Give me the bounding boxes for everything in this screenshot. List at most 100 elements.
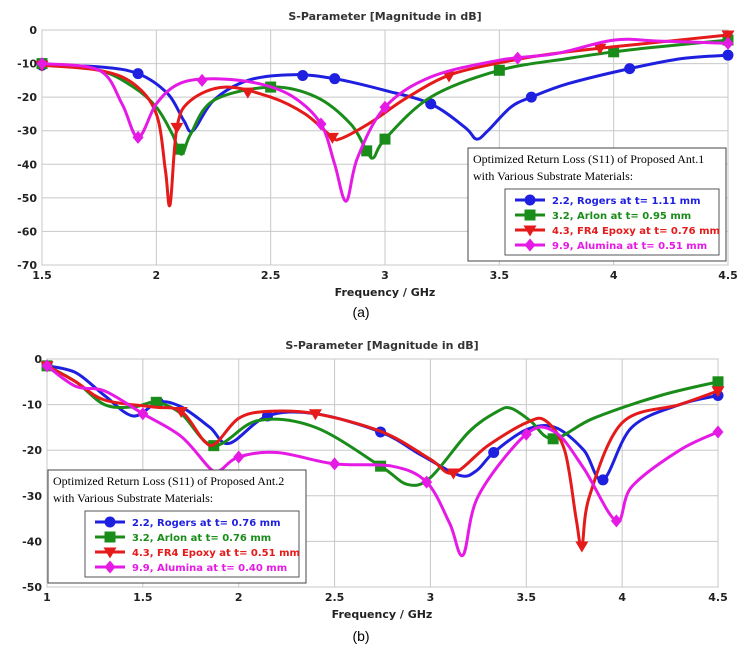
series-marker-2-2-rogers-at-t-0-76-mm [597,474,609,486]
chart-a-legend: Optimized Return Loss (S11) of Proposed … [467,147,727,262]
legend-marker-4-3-fr4-epoxy-at-t-0-51-mm [103,547,117,559]
series-marker-2-2-rogers-at-t-1-11-mm [329,73,341,85]
y-tick-label: -50 [22,581,42,594]
series-marker-4-3-fr4-epoxy-at-t-0-51-mm [711,386,725,398]
series-marker-9-9-alumina-at-t-0-51-mm [315,117,327,131]
series-line-2-2-rogers-at-t-1-11-mm [41,53,729,141]
chart-b-caption: (b) [352,628,369,644]
legend-entry-3-2-arlon-at-t-0-95-mm: 3.2, Arlon at t= 0.95 mm [552,211,691,222]
y-tick-label: -60 [17,225,37,238]
y-tick-label: -70 [17,259,37,272]
x-tick-label: 3 [381,269,389,282]
x-tick-label: 2.5 [261,269,281,282]
chart-a-series [35,30,735,208]
y-tick-label: -40 [22,535,42,548]
x-tick-label: 1.5 [133,591,153,604]
y-tick-label: -30 [22,490,42,503]
y-tick-label: -20 [22,444,42,457]
series-marker-9-9-alumina-at-t-0-40-mm [329,457,341,471]
legend-marker-9-9-alumina-at-t-0-51-mm [524,238,536,252]
series-marker-9-9-alumina-at-t-0-51-mm [36,57,48,71]
x-tick-label: 4 [618,591,626,604]
series-marker-9-9-alumina-at-t-0-51-mm [722,36,734,50]
legend-marker-2-2-rogers-at-t-0-76-mm [104,516,116,528]
series-marker-3-2-arlon-at-t-0-95-mm [361,145,373,157]
series-marker-9-9-alumina-at-t-0-40-mm [520,427,532,441]
series-marker-3-2-arlon-at-t-0-95-mm [379,133,391,145]
series-marker-4-3-fr4-epoxy-at-t-0-76-mm [170,122,184,134]
x-tick-label: 2 [153,269,161,282]
legend-marker-3-2-arlon-at-t-0-76-mm [104,531,116,543]
x-tick-label: 3.5 [490,269,510,282]
series-marker-9-9-alumina-at-t-0-40-mm [610,514,622,528]
x-tick-label: 4.5 [718,269,738,282]
y-tick-label: -10 [17,58,37,71]
series-marker-9-9-alumina-at-t-0-51-mm [132,130,144,144]
y-tick-label: -30 [17,125,37,138]
series-marker-4-3-fr4-epoxy-at-t-0-76-mm [442,71,456,83]
x-tick-label: 1.5 [32,269,52,282]
series-marker-2-2-rogers-at-t-1-11-mm [525,91,537,103]
series-marker-4-3-fr4-epoxy-at-t-0-76-mm [325,132,339,144]
series-marker-3-2-arlon-at-t-0-95-mm [608,46,620,58]
legend-marker-2-2-rogers-at-t-1-11-mm [524,194,536,206]
series-marker-9-9-alumina-at-t-0-40-mm [421,475,433,489]
x-tick-label: 4 [610,269,618,282]
chart-a-legend-title-line-1: Optimized Return Loss (S11) of Proposed … [473,152,704,166]
y-tick-label: 0 [29,24,37,37]
series-marker-9-9-alumina-at-t-0-51-mm [512,51,524,65]
y-tick-label: -10 [22,399,42,412]
chart-a-xlabel: Frequency / GHz [335,286,436,299]
chart-b-series [40,359,725,558]
legend-marker-3-2-arlon-at-t-0-95-mm [524,209,536,221]
series-line-3-2-arlon-at-t-0-95-mm [41,38,729,160]
y-tick-label: -50 [17,192,37,205]
series-marker-4-3-fr4-epoxy-at-t-0-76-mm [721,30,735,42]
series-marker-9-9-alumina-at-t-0-51-mm [379,100,391,114]
legend-entry-4-3-fr4-epoxy-at-t-0-51-mm: 4.3, FR4 Epoxy at t= 0.51 mm [132,548,300,559]
chart-b-xlabel: Frequency / GHz [332,608,433,621]
legend-marker-9-9-alumina-at-t-0-40-mm [104,560,116,574]
chart-b-legend-title-line-1: Optimized Return Loss (S11) of Proposed … [53,474,284,488]
chart-a-caption: (a) [352,304,369,320]
chart-a-legend-entries: 2.2, Rogers at t= 1.11 mm 3.2, Arlon at t… [515,194,720,252]
chart-a-legend-title-line-2: with Various Substrate Materials: [473,169,633,183]
y-tick-label: 0 [34,353,42,366]
series-marker-3-2-arlon-at-t-0-76-mm [712,376,724,388]
series-marker-4-3-fr4-epoxy-at-t-0-51-mm [575,541,589,553]
series-marker-3-2-arlon-at-t-0-76-mm [150,396,162,408]
series-marker-2-2-rogers-at-t-1-11-mm [722,49,734,61]
series-marker-4-3-fr4-epoxy-at-t-0-51-mm [308,409,322,421]
series-marker-2-2-rogers-at-t-1-11-mm [624,63,636,75]
series-line-9-9-alumina-at-t-0-40-mm [46,364,719,558]
chart-b-legend: Optimized Return Loss (S11) of Proposed … [47,469,307,584]
series-marker-4-3-fr4-epoxy-at-t-0-76-mm [241,87,255,99]
chart-b: S-Parameter [Magnitude in dB] 1 1.5 2 2.5 3 3… [22,339,728,644]
chart-b-legend-title-line-2: with Various Substrate Materials: [53,491,213,505]
chart-b-ticks: 1 1.5 2 2.5 3 3.5 4 4.5 0 -10 -20 -30 -40 -50 [22,353,728,604]
chart-b-legend-entries: 2.2, Rogers at t= 0.76 mm 3.2, Arlon at t… [95,516,300,574]
series-marker-4-3-fr4-epoxy-at-t-0-51-mm [174,406,188,418]
legend-entry-9-9-alumina-at-t-0-51-mm: 9.9, Alumina at t= 0.51 mm [552,241,707,252]
series-marker-3-2-arlon-at-t-0-95-mm [173,143,185,155]
x-tick-label: 3.5 [517,591,537,604]
legend-entry-2-2-rogers-at-t-0-76-mm: 2.2, Rogers at t= 0.76 mm [132,518,281,529]
chart-a-title: S-Parameter [Magnitude in dB] [288,10,481,23]
series-marker-9-9-alumina-at-t-0-51-mm [196,73,208,87]
series-marker-2-2-rogers-at-t-0-76-mm [488,446,500,458]
series-marker-2-2-rogers-at-t-1-11-mm [132,68,144,80]
series-marker-9-9-alumina-at-t-0-40-mm [712,425,724,439]
series-marker-2-2-rogers-at-t-1-11-mm [425,98,437,110]
series-marker-9-9-alumina-at-t-0-40-mm [137,407,149,421]
chart-b-title: S-Parameter [Magnitude in dB] [285,339,478,352]
series-marker-3-2-arlon-at-t-0-95-mm [493,64,505,76]
series-marker-4-3-fr4-epoxy-at-t-0-51-mm [446,468,460,480]
x-tick-label: 4.5 [708,591,728,604]
x-tick-label: 3 [427,591,435,604]
x-tick-label: 2 [235,591,243,604]
legend-marker-4-3-fr4-epoxy-at-t-0-76-mm [523,225,537,237]
legend-entry-9-9-alumina-at-t-0-40-mm: 9.9, Alumina at t= 0.40 mm [132,563,287,574]
series-marker-4-3-fr4-epoxy-at-t-0-76-mm [593,43,607,55]
chart-a-ticks: 1.5 2 2.5 3 3.5 4 4.5 0 -10 -20 -30 -40 -50 -60 -70 [17,24,738,282]
